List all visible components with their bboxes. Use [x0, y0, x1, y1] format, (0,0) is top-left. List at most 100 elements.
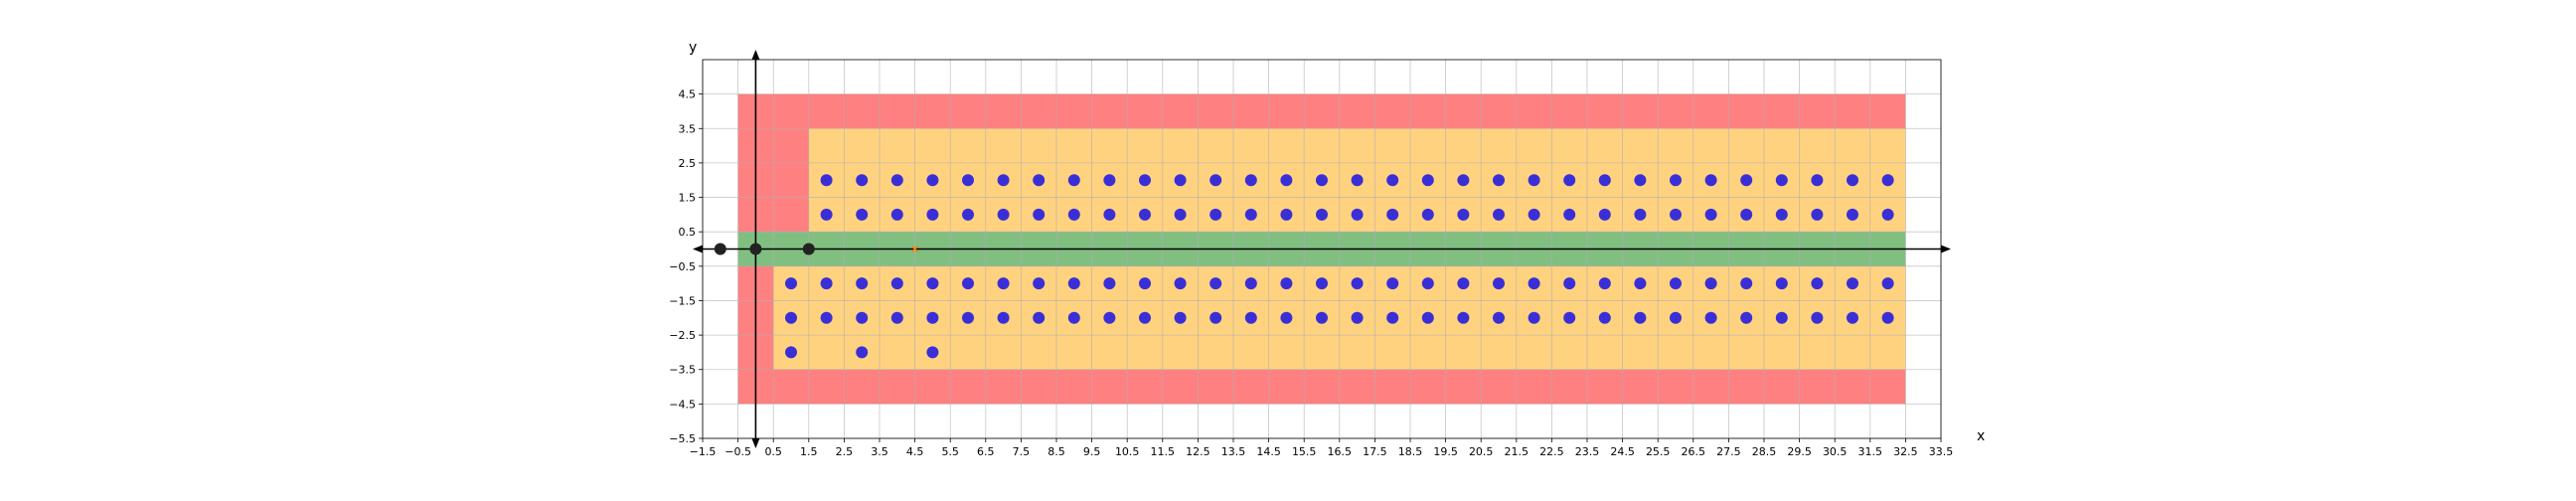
data-point [1493, 174, 1505, 187]
x-axis-label: x [1977, 428, 1985, 444]
y-tick-label: 0.5 [679, 226, 697, 239]
data-point [1033, 208, 1046, 221]
data-point [1174, 174, 1187, 187]
x-tick-label: 9.5 [1083, 445, 1101, 458]
x-tick-label: 32.5 [1893, 445, 1918, 458]
data-point [1563, 174, 1576, 187]
data-point [1244, 311, 1257, 324]
data-point [1386, 208, 1399, 221]
data-point [1209, 277, 1222, 290]
data-point [1811, 208, 1824, 221]
data-point [1811, 311, 1824, 324]
x-tick-label: 4.5 [906, 445, 924, 458]
data-point [1067, 174, 1080, 187]
x-tick-label: 28.5 [1752, 445, 1777, 458]
x-tick-label: 7.5 [1013, 445, 1031, 458]
data-point [1103, 208, 1116, 221]
y-tick-label: −0.5 [669, 260, 696, 273]
data-point [1174, 277, 1187, 290]
data-point [1033, 174, 1046, 187]
y-axis-label: y [689, 40, 697, 56]
data-point [1847, 277, 1858, 290]
data-point [1174, 208, 1187, 221]
data-point [1280, 174, 1293, 187]
data-point [890, 277, 903, 290]
data-point [1847, 174, 1858, 187]
data-point [1244, 174, 1257, 187]
data-point [1067, 277, 1080, 290]
x-tick-label: 11.5 [1151, 445, 1176, 458]
data-point [1244, 277, 1257, 290]
data-point [802, 243, 815, 255]
data-point [926, 174, 939, 187]
data-point [1847, 208, 1858, 221]
data-point [1775, 311, 1788, 324]
x-tick-label: 26.5 [1682, 445, 1706, 458]
data-point [856, 208, 869, 221]
data-point [1881, 277, 1894, 290]
data-point [1139, 311, 1151, 324]
x-tick-label: 16.5 [1328, 445, 1353, 458]
data-point [997, 311, 1010, 324]
data-point [1316, 311, 1328, 324]
data-point [1670, 277, 1682, 290]
data-point [1881, 208, 1894, 221]
data-point [1670, 174, 1682, 187]
data-point [1280, 277, 1293, 290]
data-point [1103, 311, 1116, 324]
x-tick-label: 17.5 [1363, 445, 1387, 458]
data-point [714, 243, 726, 255]
data-point [1386, 277, 1399, 290]
data-point [1598, 277, 1611, 290]
x-tick-label: 33.5 [1929, 445, 1954, 458]
data-point [1457, 208, 1470, 221]
data-point [1386, 311, 1399, 324]
data-point [1528, 311, 1540, 324]
data-point [962, 174, 974, 187]
data-point-marker-x [911, 245, 919, 253]
data-point [1067, 208, 1080, 221]
data-point [997, 174, 1010, 187]
data-point [1775, 174, 1788, 187]
data-point [820, 174, 833, 187]
data-point [1421, 277, 1434, 290]
x-tick-label: −0.5 [724, 445, 751, 458]
data-point [785, 277, 797, 290]
data-point [785, 346, 797, 359]
y-tick-label: −4.5 [669, 398, 696, 411]
data-point [890, 174, 903, 187]
data-point [1670, 311, 1682, 324]
data-point [1528, 277, 1540, 290]
data-point [1139, 277, 1151, 290]
x-tick-label: 27.5 [1716, 445, 1741, 458]
x-tick-label: 8.5 [1047, 445, 1065, 458]
x-axis-arrow-right [1941, 245, 1951, 253]
data-point [1209, 311, 1222, 324]
data-point [1421, 174, 1434, 187]
data-point [1316, 174, 1328, 187]
data-point [1139, 174, 1151, 187]
data-point [962, 311, 974, 324]
data-point [1457, 174, 1470, 187]
x-axis-arrow-left [693, 245, 703, 253]
data-point [1493, 208, 1505, 221]
data-point [1280, 311, 1293, 324]
data-point [1209, 208, 1222, 221]
data-point [1670, 208, 1682, 221]
x-tick-label: 30.5 [1823, 445, 1848, 458]
data-point [1634, 174, 1647, 187]
data-point [856, 277, 869, 290]
data-point [1103, 277, 1116, 290]
data-point [1740, 311, 1753, 324]
data-point [1634, 208, 1647, 221]
x-tick-label: 19.5 [1433, 445, 1458, 458]
data-point [926, 277, 939, 290]
data-point [1033, 277, 1046, 290]
y-axis-arrow-down [751, 438, 760, 448]
data-point [1316, 208, 1328, 221]
data-point [1457, 277, 1470, 290]
x-tick-label: 0.5 [764, 445, 782, 458]
data-point [1847, 311, 1858, 324]
data-point [997, 208, 1010, 221]
